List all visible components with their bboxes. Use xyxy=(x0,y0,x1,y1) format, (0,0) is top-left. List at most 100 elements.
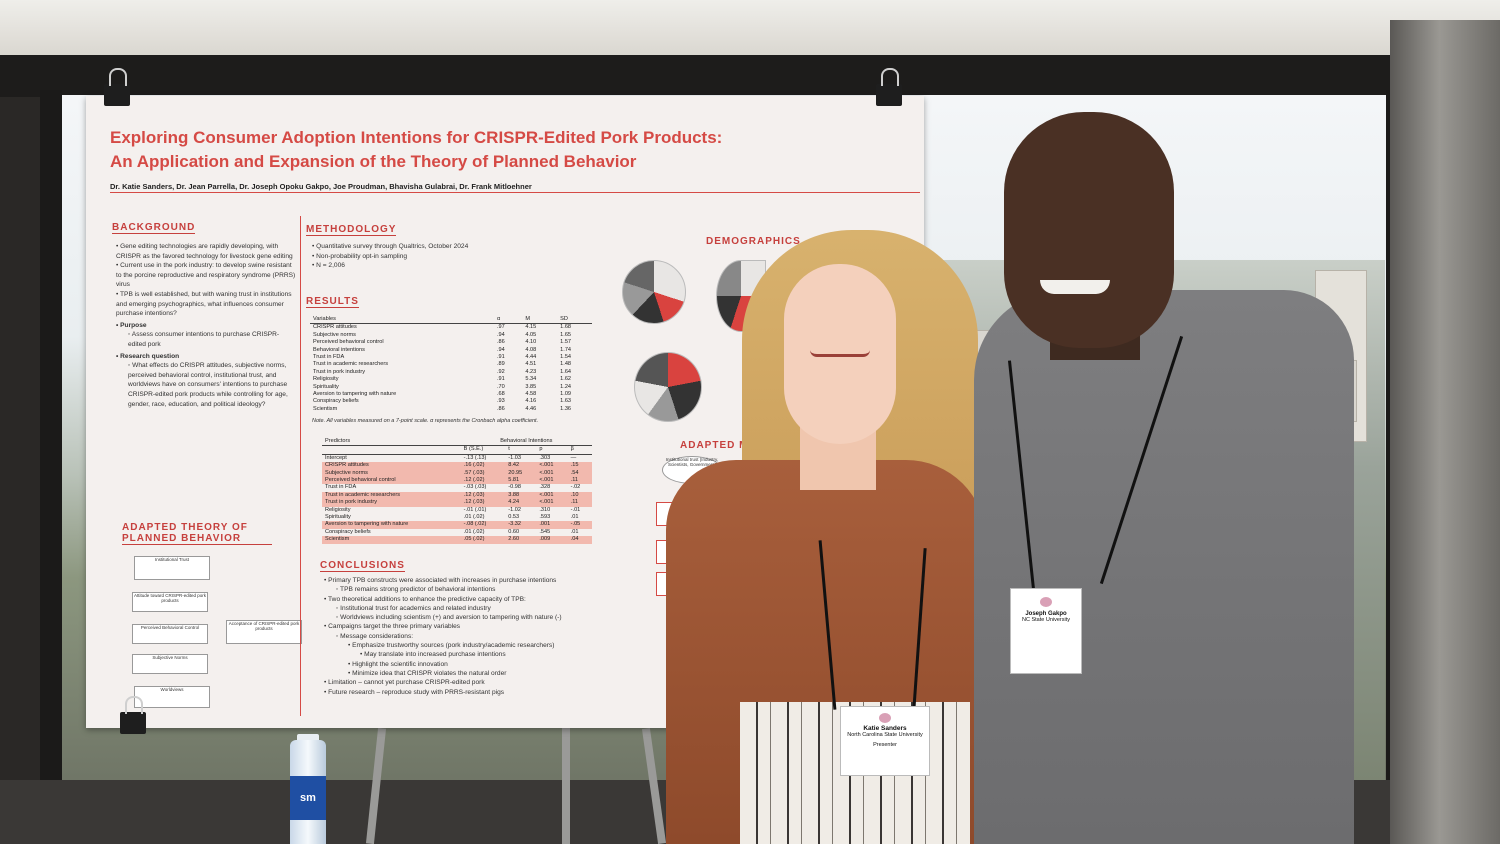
model-box: Subjective Norms xyxy=(132,654,208,674)
conclusion-line: ◦ Worldviews including scientism (+) and… xyxy=(336,614,562,622)
purpose-label: • Purpose xyxy=(116,321,147,329)
table-cell: .93 xyxy=(496,398,505,405)
conclusion-line: • Emphasize trustworthy sources (pork in… xyxy=(348,642,555,650)
table-cell: Trust in academic researchers xyxy=(313,361,389,368)
binder-clip xyxy=(120,696,146,734)
table-subheader: B (S.E.) xyxy=(460,445,506,455)
name-badge-joseph: Joseph Gakpo NC State University xyxy=(1010,588,1082,674)
column-divider xyxy=(300,216,301,716)
table-cell: .86 xyxy=(496,339,505,346)
table-cell: .94 xyxy=(496,331,505,338)
bottle-label: sm xyxy=(290,776,326,820)
table-cell: 1.54 xyxy=(560,354,572,361)
window-frame-top xyxy=(0,55,1500,97)
table-cell: — xyxy=(570,454,577,461)
table-row: Religiosity .91 5.34 1.62 xyxy=(310,376,592,383)
table-cell: 1.65 xyxy=(560,331,572,338)
man-smile xyxy=(1040,280,1110,294)
table-cell: 1.57 xyxy=(560,339,572,346)
conclusion-line: • Limitation – cannot yet purchase CRISP… xyxy=(324,679,485,687)
table-subheader: p xyxy=(536,445,568,455)
badge-org: NC State University xyxy=(1022,617,1070,623)
table-cell: <.001 xyxy=(536,469,568,478)
table-cell: 5.81 xyxy=(505,477,537,485)
table-cell: Aversion to tampering with nature xyxy=(313,391,397,398)
table-cell: 1.36 xyxy=(560,405,572,412)
conclusions-heading: CONCLUSIONS xyxy=(320,560,405,572)
binder-clip xyxy=(876,68,902,106)
table-cell: .545 xyxy=(539,528,551,535)
table-cell: -.05 xyxy=(567,521,592,529)
table-row: Trust in pork industry .12 (.03) 4.24 <.001… xyxy=(322,499,592,507)
methodology-text: • Quantitative survey through Qualtrics,… xyxy=(312,242,592,271)
conclusion-line: • Highlight the scientific innovation xyxy=(348,660,448,668)
table-cell: <.001 xyxy=(536,491,568,500)
table-row: Spirituality .01 (.02) 0.53 .593 .01 xyxy=(322,514,592,521)
table-row: Religiosity -.01 (.01) -1.02 .310 -.01 xyxy=(322,507,592,514)
purpose-text: ◦ Assess consumer intentions to purchase… xyxy=(128,331,280,348)
adapted-model-heading: ADAPTED M xyxy=(680,440,749,451)
conclusion-line: • Primary TPB constructs were associated… xyxy=(324,577,557,584)
conclusions-text: • Primary TPB constructs were associated… xyxy=(324,576,614,697)
table-cell: 4.05 xyxy=(525,331,537,338)
conclusion-line: ◦ Institutional trust for academics and … xyxy=(336,604,491,612)
table-cell: -.03 (.03) xyxy=(463,484,487,491)
table-cell: .12 (.02) xyxy=(460,477,506,485)
table-cell: 4.58 xyxy=(525,391,537,398)
table-cell: Aversion to tampering with nature xyxy=(322,521,461,529)
table-cell: .009 xyxy=(536,536,568,544)
conclusion-line: • Future research – reproduce study with… xyxy=(324,688,505,696)
table-cell: Subjective norms xyxy=(322,469,461,478)
table-cell: 0.53 xyxy=(508,514,520,521)
table-cell: 20.95 xyxy=(505,469,537,478)
table-row: Subjective norms .94 4.05 1.65 xyxy=(310,332,592,339)
table-row: Aversion to tampering with nature -.08 (.… xyxy=(322,521,592,529)
table-subheader: t xyxy=(505,445,537,455)
table-cell: .57 (.03) xyxy=(460,469,506,478)
table-cell: Religiosity xyxy=(313,376,339,383)
table-cell: Trust in FDA xyxy=(313,354,345,361)
table-cell: .15 xyxy=(567,462,592,470)
table-cell: -.01 (.01) xyxy=(463,506,487,513)
methodology-bullet: • Non-probability opt-in sampling xyxy=(312,252,408,260)
table-header: SD xyxy=(557,316,592,325)
table-cell: 4.51 xyxy=(525,361,537,368)
background-bullet: • Current use in the pork industry: to d… xyxy=(116,262,296,289)
table-row: Behavioral intentions .94 4.08 1.74 xyxy=(310,347,592,354)
table-row: CRISPR attitudes .16 (.02) 8.42 <.001.15 xyxy=(322,462,592,470)
table-cell: .12 (.03) xyxy=(460,499,506,507)
conclusion-line: • Campaigns target the three primary var… xyxy=(324,623,461,631)
table-cell: 4.16 xyxy=(525,398,537,405)
conclusion-line: ◦ TPB remains strong predictor of behavi… xyxy=(336,586,496,594)
demographics-heading: DEMOGRAPHICS xyxy=(706,236,801,247)
research-question-text: ◦ What effects do CRISPR attitudes, subj… xyxy=(128,362,288,408)
ceiling xyxy=(0,0,1500,58)
table-cell: 4.15 xyxy=(525,324,537,331)
table-header: M xyxy=(522,316,558,325)
table-cell: Trust in academic researchers xyxy=(322,491,461,500)
table-cell: .68 xyxy=(496,391,505,398)
table-subheader: β xyxy=(567,445,592,455)
descriptives-table: Variables α M SD CRISPR attitudes .97 4.15… xyxy=(310,316,592,413)
metal-pillar xyxy=(1390,20,1500,844)
table-cell: Trust in pork industry xyxy=(322,499,461,507)
regression-table: Predictors Behavioral Intentions B (S.E.… xyxy=(322,438,592,544)
table-cell: 4.10 xyxy=(525,339,537,346)
table-cell: .70 xyxy=(496,383,505,390)
conclusion-line: • May translate into increased purchase … xyxy=(360,651,506,659)
table-cell: 1.24 xyxy=(560,383,572,390)
table-cell: 3.85 xyxy=(525,383,537,390)
table-cell: 1.63 xyxy=(560,398,572,405)
methodology-bullet: • N = 2,006 xyxy=(312,262,345,270)
table-cell: 1.68 xyxy=(560,324,572,331)
table-cell: CRISPR attitudes xyxy=(322,462,461,470)
table-cell: CRISPR attitudes xyxy=(313,324,357,331)
table-cell: 5.34 xyxy=(525,376,537,383)
model-box: Attitude toward CRISPR-edited pork produ… xyxy=(132,592,208,612)
model-heading: ADAPTED THEORY OF PLANNED BEHAVIOR xyxy=(122,522,272,545)
table-cell: .89 xyxy=(496,361,505,368)
model-box: Institutional Trust xyxy=(134,556,210,580)
table-cell: .328 xyxy=(539,484,551,491)
table-cell: .01 xyxy=(570,514,579,521)
table-cell: 2.60 xyxy=(505,536,537,544)
